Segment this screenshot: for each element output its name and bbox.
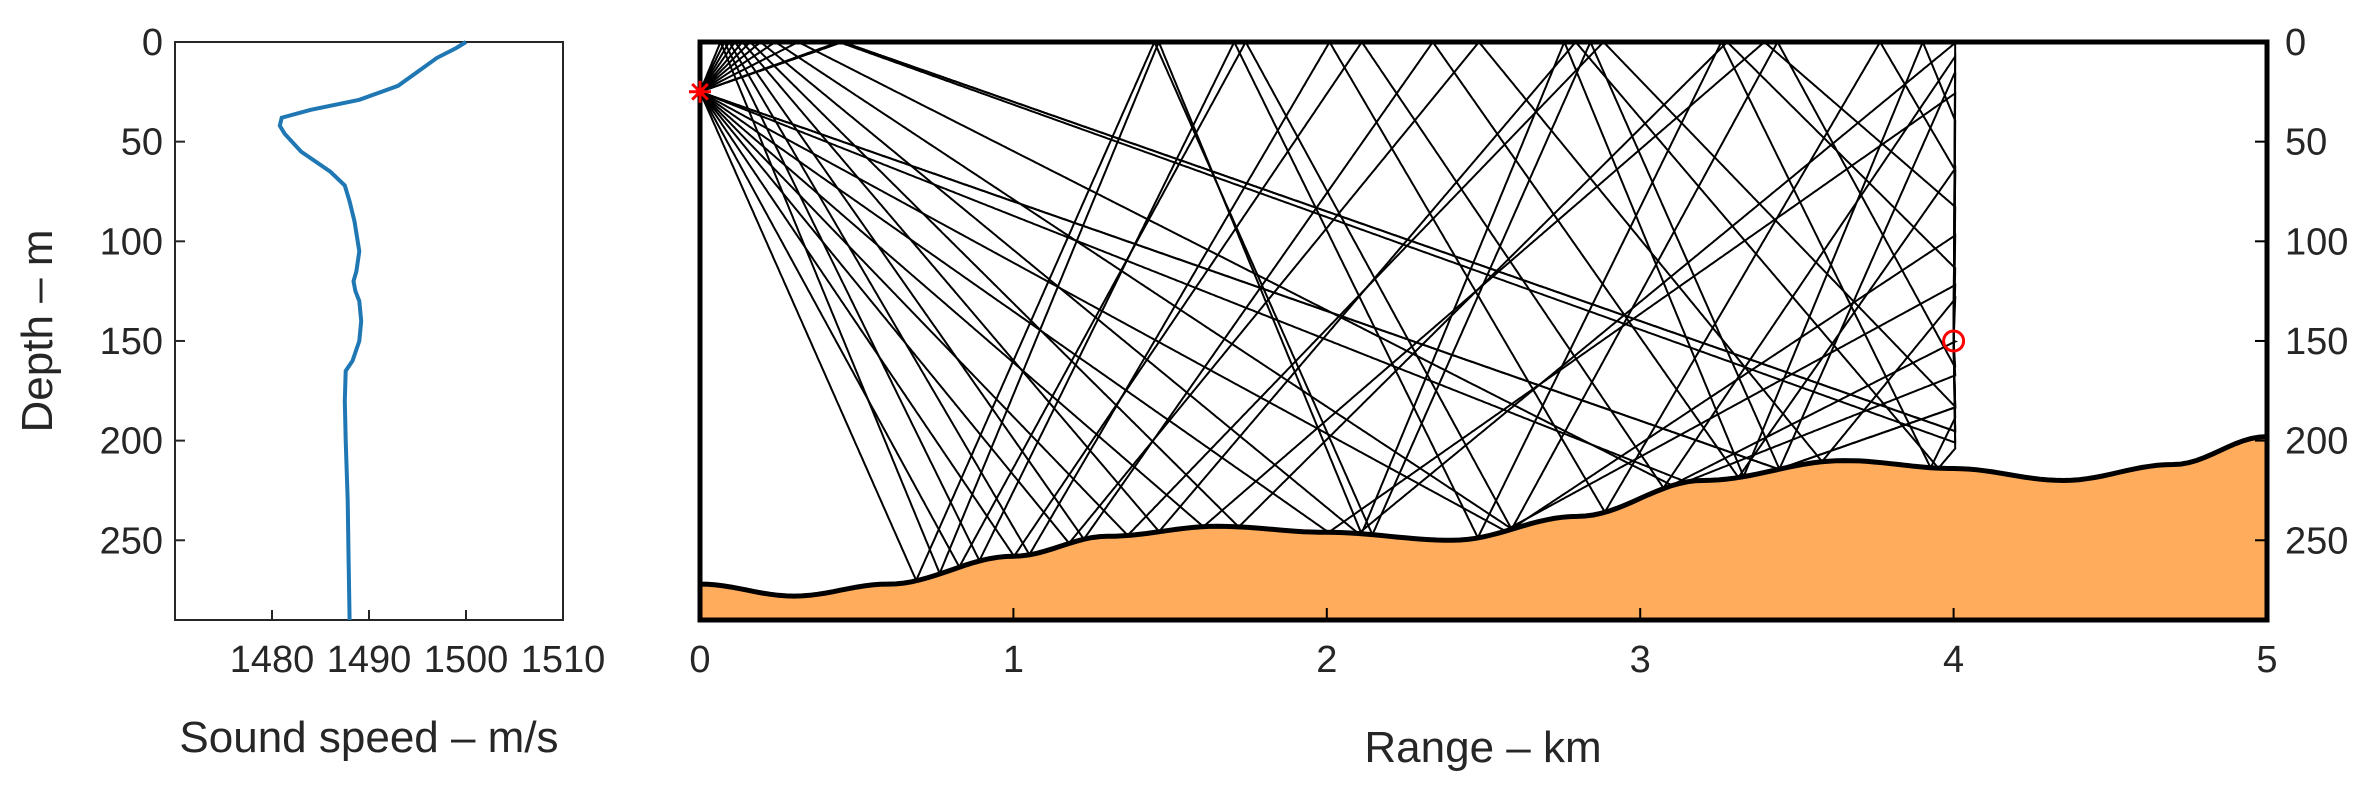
sound-speed-y-tick-label: 0	[142, 22, 163, 64]
ray-path	[700, 90, 1957, 483]
bathymetry-line	[700, 434, 2267, 599]
sound-speed-panel: 1480 1490 1500 1510 0 50 100 150 200 250 Sound s…	[13, 22, 605, 762]
sound-speed-y-tick-label: 200	[100, 421, 163, 463]
range-x-tick-label: 3	[1630, 639, 1651, 681]
depth-right-y-tick-label: 0	[2285, 22, 2306, 64]
range-x-tick-label: 4	[1943, 639, 1964, 681]
ray-path	[700, 42, 1957, 537]
ray-path	[700, 42, 1957, 567]
depth-right-y-ticks: 0 50 100 150 200 250	[2255, 22, 2348, 562]
sound-speed-x-tick-label: 1480	[230, 639, 315, 681]
ray-path	[700, 42, 1957, 544]
sound-speed-y-tick-label: 50	[121, 122, 163, 164]
sound-speed-profile-line	[277, 40, 468, 621]
range-x-tick-label: 5	[2256, 639, 2277, 681]
ray-paths	[700, 42, 1959, 584]
sound-speed-x-tick-label: 1510	[521, 639, 606, 681]
ray-path	[700, 42, 1957, 528]
ray-path	[700, 42, 1957, 531]
ray-path	[700, 42, 1957, 445]
ray-trace-axes-box	[697, 39, 2270, 623]
sound-speed-y-tick-label: 250	[100, 520, 163, 562]
depth-right-y-tick-label: 250	[2285, 520, 2348, 562]
source-asterisk-stroke	[691, 82, 709, 101]
source-marker	[689, 80, 711, 103]
receiver-marker	[1942, 329, 1966, 353]
sound-speed-x-axis-label: Sound speed – m/s	[179, 713, 558, 762]
sound-speed-y-axis-label: Depth – m	[13, 230, 62, 433]
range-x-tick-label: 1	[1003, 639, 1024, 681]
range-x-tick-label: 0	[689, 639, 710, 681]
ray-path	[700, 42, 1957, 541]
range-x-ticks: 0 1 2 3 4 5	[689, 608, 2278, 681]
sound-speed-y-ticks: 0 50 100 150 200 250	[100, 22, 185, 562]
depth-right-y-tick-label: 150	[2285, 321, 2348, 363]
sound-speed-x-ticks: 1480 1490 1500 1510	[230, 610, 606, 681]
ray-path	[700, 42, 1957, 528]
ray-path	[700, 42, 1957, 577]
sound-speed-y-tick-label: 150	[100, 321, 163, 363]
ray-path	[700, 42, 1957, 562]
range-x-axis-label: Range – km	[1364, 723, 1601, 772]
sound-speed-x-tick-label: 1500	[424, 639, 509, 681]
depth-right-y-tick-label: 200	[2285, 421, 2348, 463]
depth-right-y-tick-label: 100	[2285, 221, 2348, 263]
sound-speed-x-tick-label: 1490	[327, 639, 412, 681]
sound-speed-axes-box	[174, 41, 564, 621]
ray-path	[700, 42, 1957, 584]
sound-speed-y-tick-label: 100	[100, 221, 163, 263]
ray-trace-panel: 0 1 2 3 4 5 0 50 100 150 200 250 Range – km	[689, 22, 2348, 772]
range-x-tick-label: 2	[1316, 639, 1337, 681]
ray-path	[700, 42, 1957, 433]
seabed-fill	[700, 436, 2267, 620]
depth-right-y-tick-label: 50	[2285, 122, 2327, 164]
ray-path	[700, 42, 1957, 557]
